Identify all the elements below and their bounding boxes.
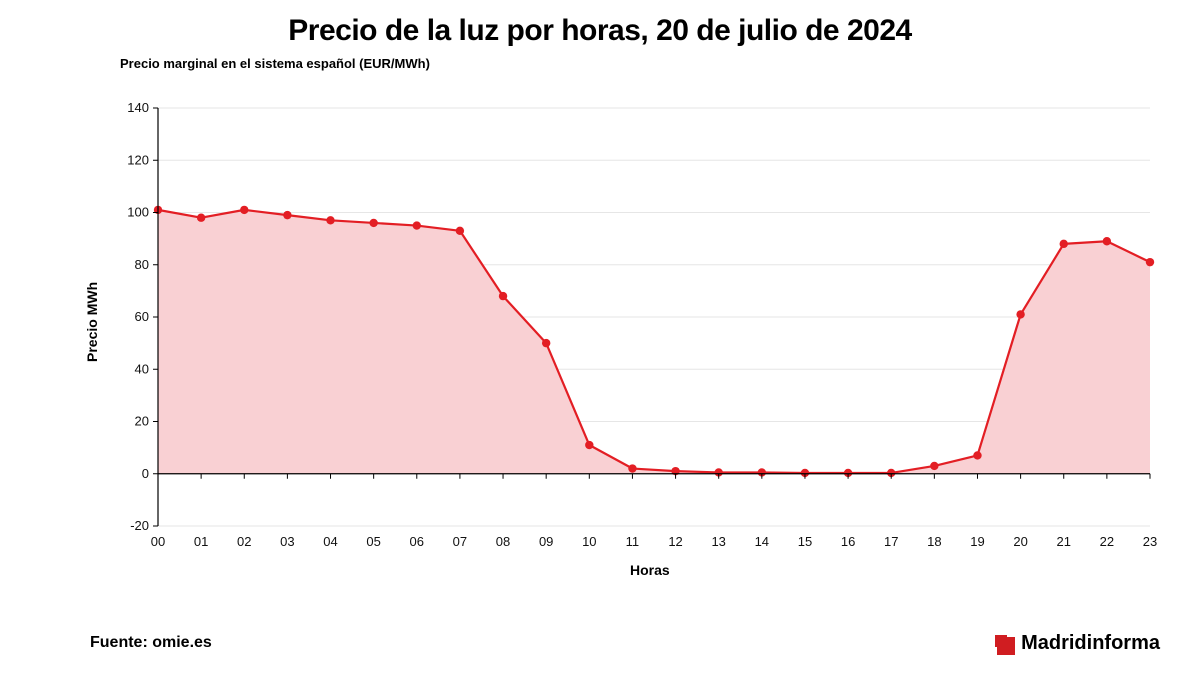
svg-text:-20: -20 [130,518,149,533]
brand-label: Madridinforma [1021,632,1160,655]
svg-text:05: 05 [366,534,380,549]
brand: Madridinforma [987,631,1160,655]
svg-text:13: 13 [711,534,725,549]
chart-title: Precio de la luz por horas, 20 de julio … [0,14,1200,48]
svg-text:100: 100 [127,205,149,220]
svg-text:21: 21 [1057,534,1071,549]
svg-text:22: 22 [1100,534,1114,549]
svg-text:03: 03 [280,534,294,549]
y-axis-title: Precio MWh [84,282,100,362]
chart-subtitle: Precio marginal en el sistema español (E… [120,56,430,71]
svg-text:04: 04 [323,534,337,549]
source-label: Fuente: omie.es [90,634,212,652]
svg-text:06: 06 [410,534,424,549]
svg-text:60: 60 [135,309,149,324]
svg-text:12: 12 [668,534,682,549]
svg-text:20: 20 [1013,534,1027,549]
chart-plot: -20 0 20 40 60 80 100 120 140 00 01 02 03 04 05 06 07 08 0… [120,100,1160,560]
svg-text:23: 23 [1143,534,1157,549]
svg-text:10: 10 [582,534,596,549]
svg-text:20: 20 [135,414,149,429]
brand-icon [987,631,1015,655]
svg-text:18: 18 [927,534,941,549]
svg-text:15: 15 [798,534,812,549]
x-axis-title: Horas [630,562,670,578]
svg-text:14: 14 [755,534,769,549]
svg-text:40: 40 [135,361,149,376]
svg-text:19: 19 [970,534,984,549]
svg-text:08: 08 [496,534,510,549]
svg-text:120: 120 [127,152,149,167]
svg-text:00: 00 [151,534,165,549]
svg-text:140: 140 [127,100,149,115]
chart-footer: Fuente: omie.es Madridinforma [90,631,1160,655]
svg-text:11: 11 [626,534,640,549]
svg-text:80: 80 [135,257,149,272]
svg-text:17: 17 [884,534,898,549]
svg-text:07: 07 [453,534,467,549]
svg-text:0: 0 [142,466,149,481]
svg-text:01: 01 [194,534,208,549]
svg-text:09: 09 [539,534,553,549]
svg-text:02: 02 [237,534,251,549]
svg-text:16: 16 [841,534,855,549]
